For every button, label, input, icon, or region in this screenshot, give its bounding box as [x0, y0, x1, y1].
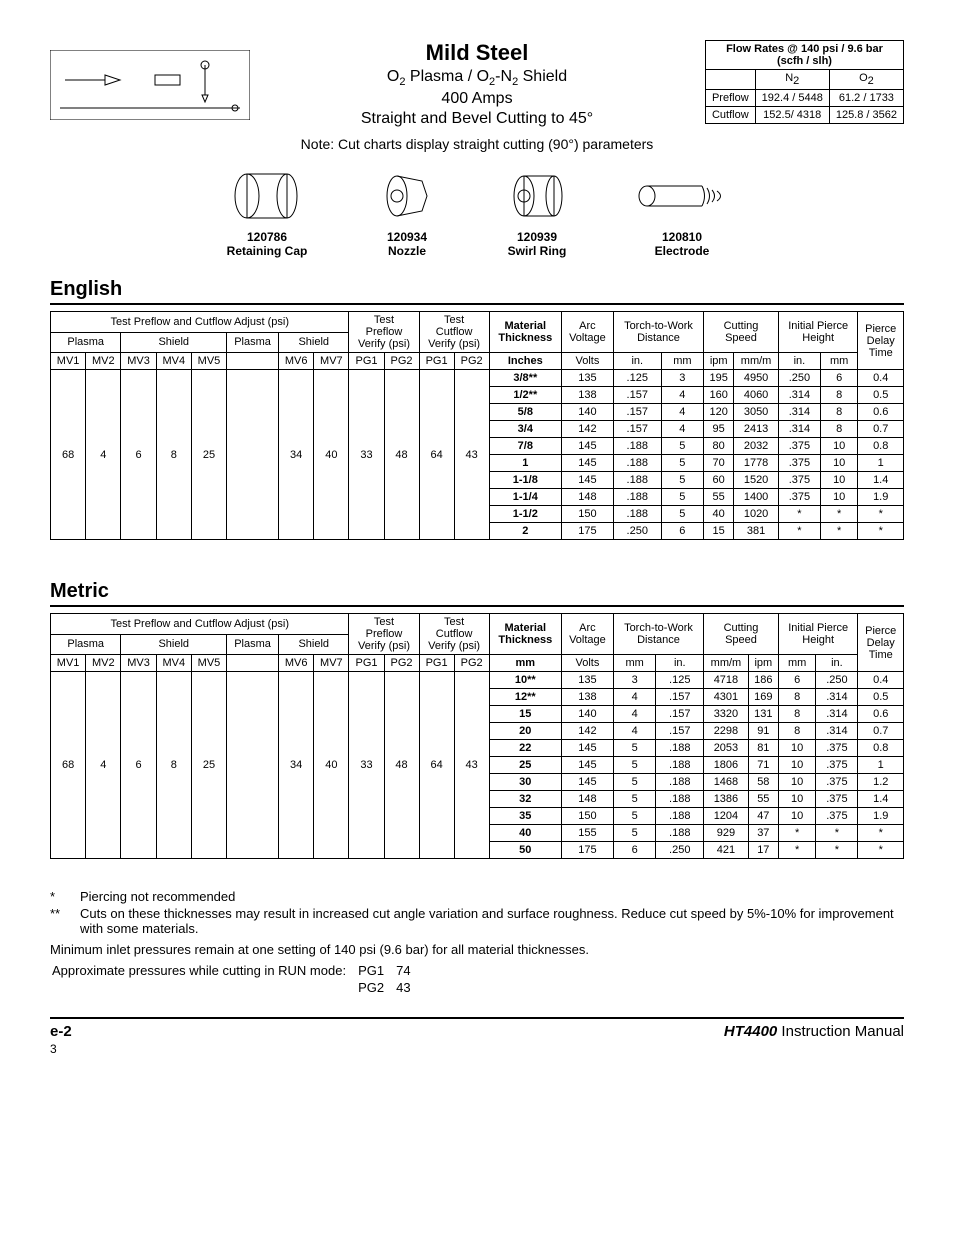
table-row: 684682534403348644310**1353.12547181866.…: [51, 672, 904, 689]
flow-rates-table: Flow Rates @ 140 psi / 9.6 bar(scfh / sl…: [705, 40, 904, 124]
hdr-ttw: Torch-to-WorkDistance: [613, 312, 703, 353]
hdr-preflow: TestPreflowVerify (psi): [349, 312, 419, 353]
material-title: Mild Steel: [197, 40, 757, 66]
page-footer: e-2 3 HT4400 Instruction Manual: [50, 1017, 904, 1056]
part-retaining-cap: 120786 Retaining Cap: [222, 166, 312, 258]
page-number: e-2: [50, 1023, 72, 1040]
torch-diagram-icon: [50, 50, 250, 130]
metric-cut-chart: Test Preflow and Cutflow Adjust (psi) Te…: [50, 613, 904, 859]
section-metric: Metric: [50, 580, 904, 607]
hdr-thickness: MaterialThickness: [489, 312, 561, 353]
part-nozzle: 120934 Nozzle: [372, 166, 442, 258]
hdr-pierce-h: Initial PierceHeight: [778, 312, 858, 353]
chart-note: Note: Cut charts display straight cuttin…: [50, 136, 904, 152]
title-block: Mild Steel O2 Plasma / O2-N2 Shield 400 …: [197, 40, 757, 128]
cutting-line: Straight and Bevel Cutting to 45°: [197, 110, 757, 128]
manual-title: HT4400 Instruction Manual: [724, 1023, 904, 1040]
run-pressures: Approximate pressures while cutting in R…: [50, 961, 423, 997]
flow-col-n2: N2: [755, 70, 829, 90]
hdr-pierce-t: PierceDelayTime: [858, 312, 904, 370]
part-swirl-ring: 120939 Swirl Ring: [502, 166, 572, 258]
amps-line: 400 Amps: [197, 90, 757, 108]
flow-caption: Flow Rates @ 140 psi / 9.6 bar(scfh / sl…: [705, 41, 903, 70]
hdr-speed: CuttingSpeed: [704, 312, 779, 353]
page-header: Mild Steel O2 Plasma / O2-N2 Shield 400 …: [50, 40, 904, 128]
process-line: O2 Plasma / O2-N2 Shield: [197, 68, 757, 88]
table-row: 68468253440334864433/8**135.12531954950.…: [51, 370, 904, 387]
footnotes: *Piercing not recommended **Cuts on thes…: [50, 889, 904, 997]
section-english: English: [50, 278, 904, 305]
english-cut-chart: Test Preflow and Cutflow Adjust (psi) Te…: [50, 311, 904, 540]
consumables-row: 120786 Retaining Cap 120934 Nozzle 12093…: [50, 166, 904, 258]
hdr-voltage: ArcVoltage: [561, 312, 613, 353]
hdr-cutflow: TestCutflowVerify (psi): [419, 312, 489, 353]
flow-col-o2: O2: [829, 70, 903, 90]
part-electrode: 120810 Electrode: [632, 166, 732, 258]
